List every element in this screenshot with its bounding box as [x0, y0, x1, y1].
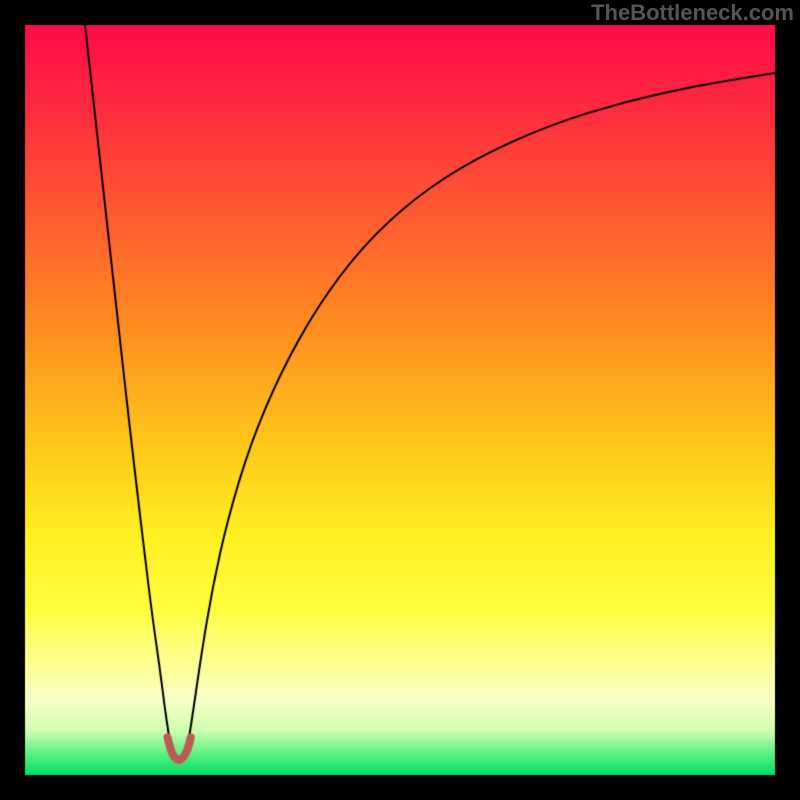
chart-container: TheBottleneck.com [0, 0, 800, 800]
bottleneck-chart-canvas [0, 0, 800, 800]
watermark-text: TheBottleneck.com [591, 0, 794, 26]
